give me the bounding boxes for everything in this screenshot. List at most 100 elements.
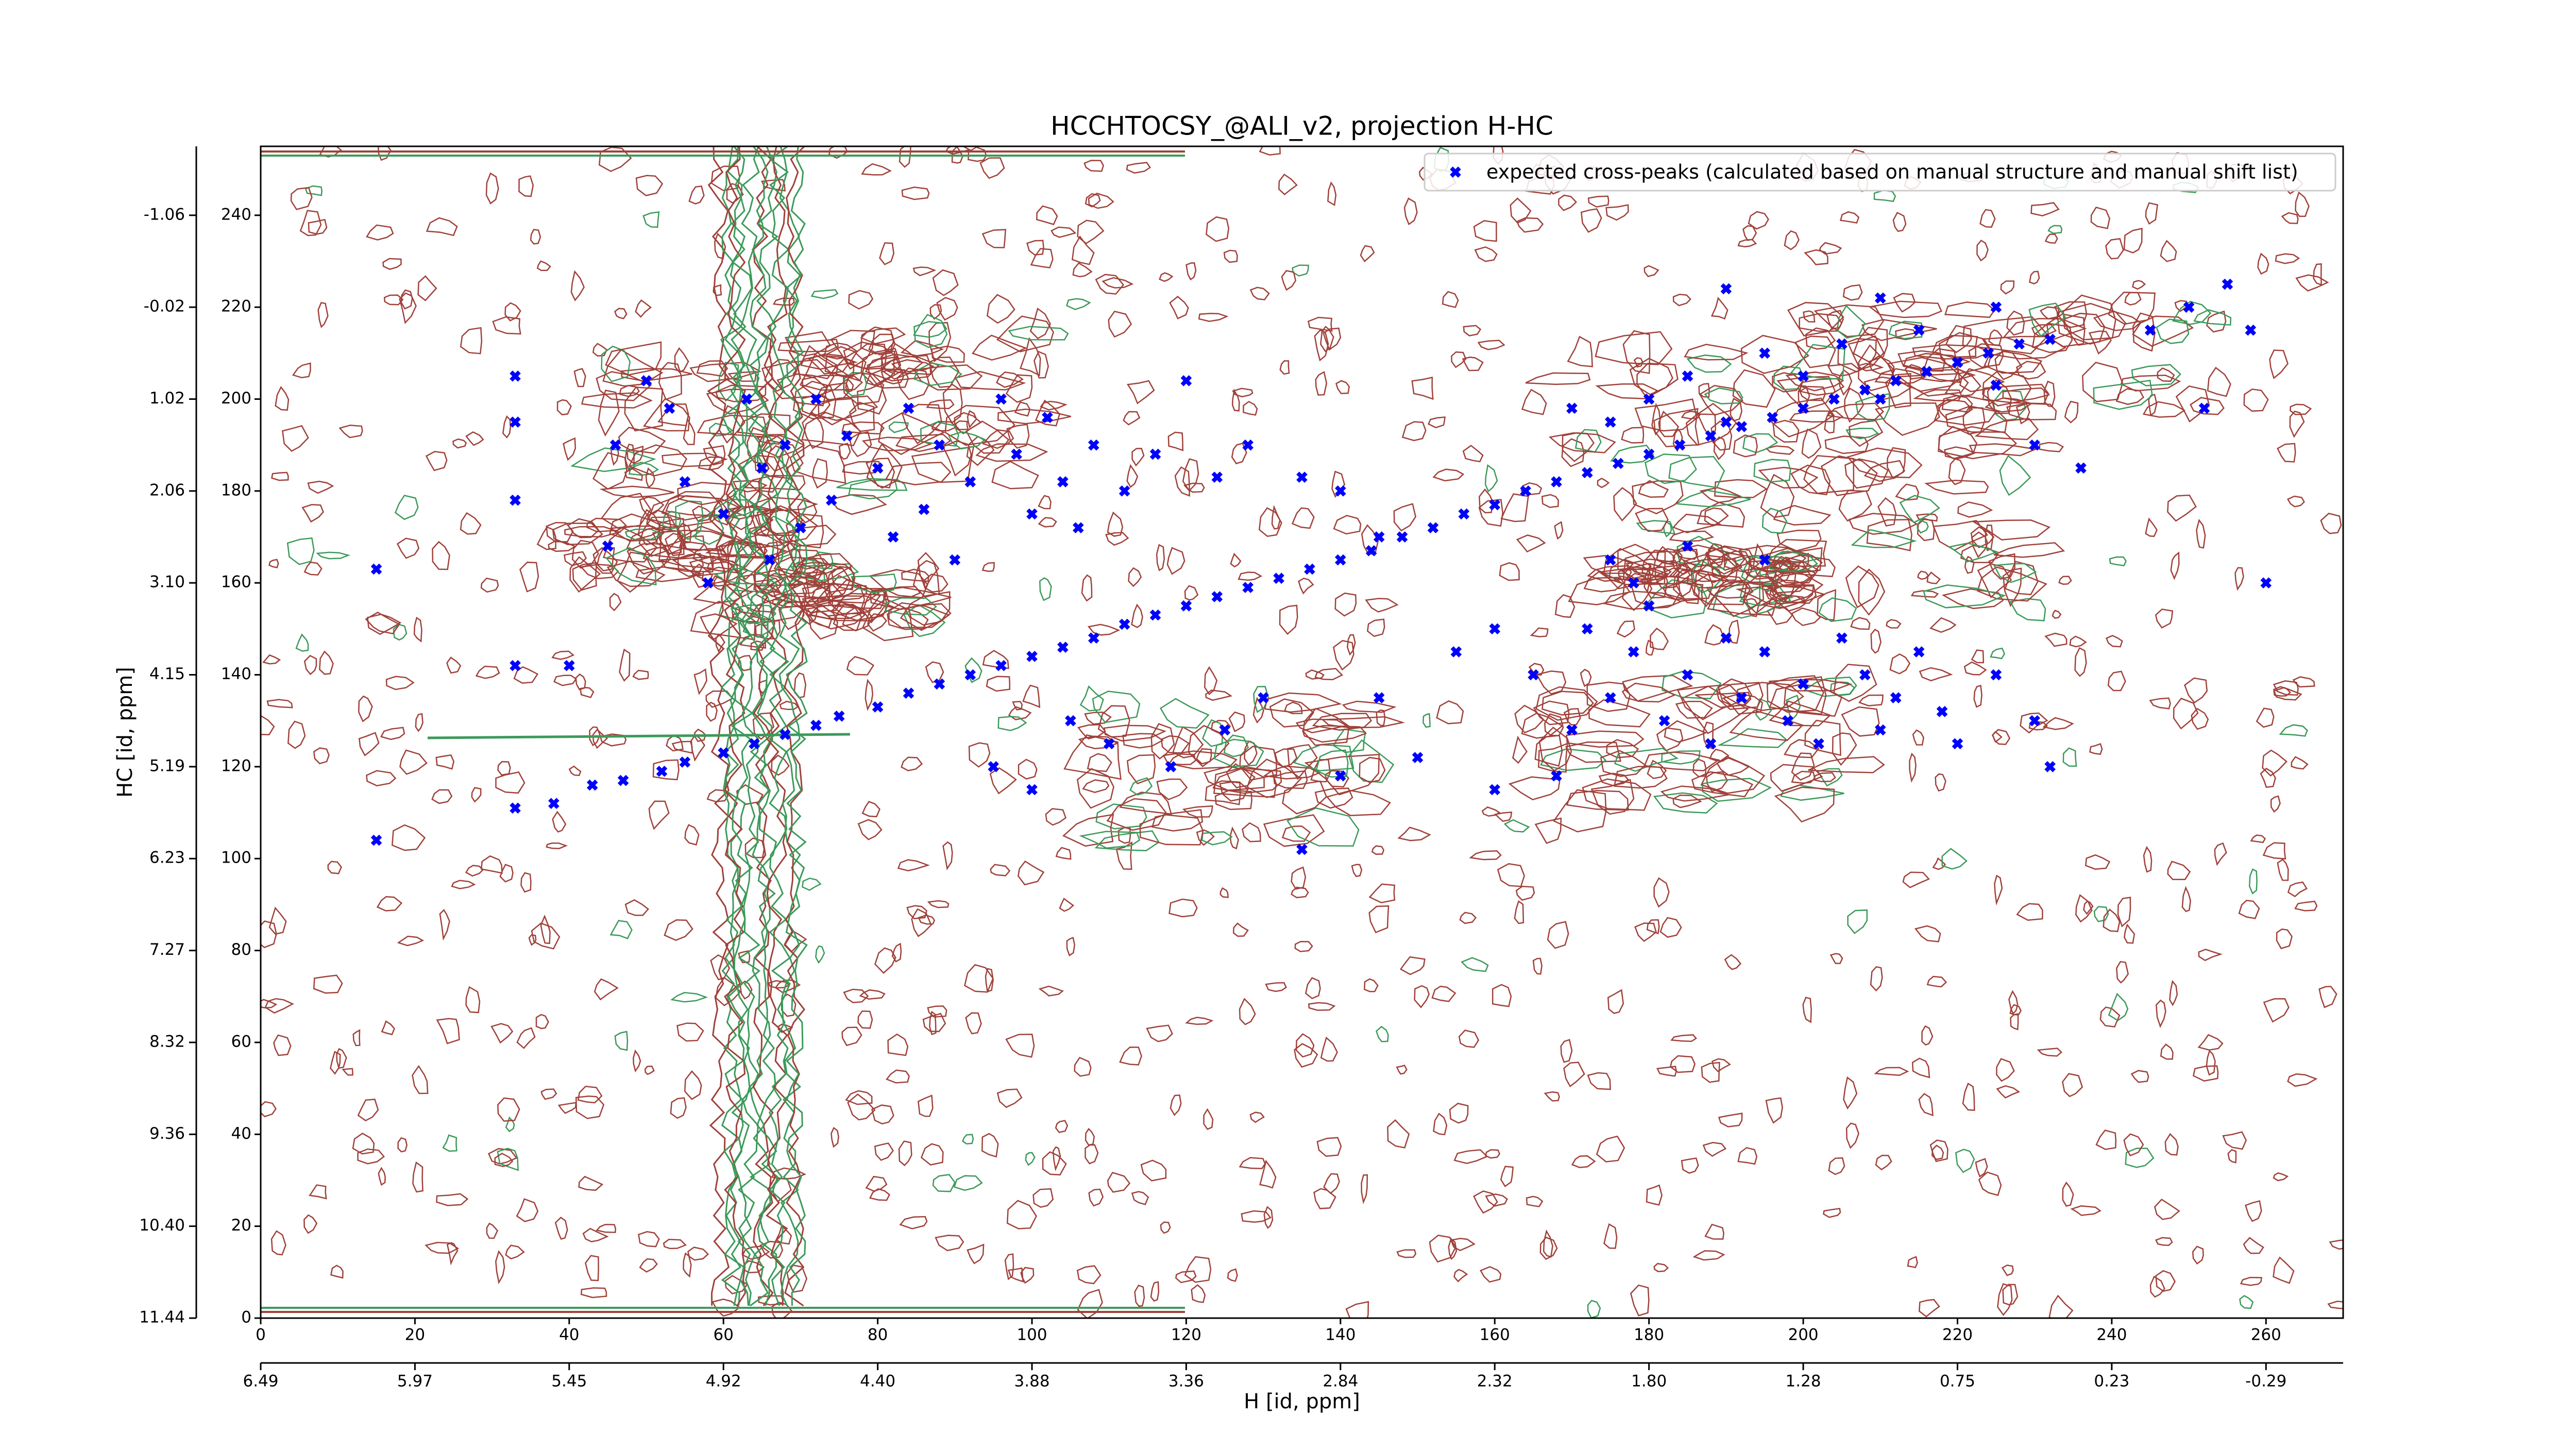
contour — [1912, 729, 1925, 746]
contour — [684, 824, 700, 846]
contour — [273, 1034, 292, 1056]
contour — [2295, 191, 2310, 217]
cross-peak — [1782, 715, 1793, 727]
contour — [1414, 985, 1430, 1008]
contour — [724, 146, 747, 1306]
contour — [327, 861, 342, 874]
contour — [1119, 791, 1172, 815]
contour — [292, 362, 311, 379]
contour — [842, 606, 874, 632]
contour — [1294, 940, 1313, 952]
contour — [1685, 413, 1717, 446]
contour — [1448, 1237, 1458, 1260]
contour — [1205, 780, 1241, 805]
cross-peak — [1088, 439, 1099, 451]
contour — [1278, 173, 1298, 195]
contour — [761, 434, 806, 458]
contour — [1006, 424, 1030, 449]
y2-tick-label: 11.44 — [139, 1308, 185, 1327]
contour — [1295, 718, 1349, 734]
contour — [1367, 618, 1385, 637]
contour — [451, 880, 476, 889]
contour — [1910, 590, 1939, 598]
contour — [1479, 488, 1494, 514]
cross-peak — [1890, 692, 1902, 703]
contour — [2084, 854, 2111, 870]
contour — [785, 146, 808, 1306]
contour — [661, 491, 722, 521]
contour — [2062, 1181, 2074, 1207]
contour — [1718, 1113, 1743, 1127]
contour — [578, 1175, 604, 1191]
contour — [1185, 262, 1197, 281]
contour — [662, 452, 728, 467]
contour — [901, 403, 942, 445]
contour — [936, 297, 958, 321]
contour — [913, 321, 948, 348]
cross-peak — [679, 756, 691, 768]
contour — [1653, 792, 1718, 814]
contour — [1748, 211, 1769, 230]
contour — [932, 269, 959, 296]
contour — [663, 1239, 687, 1250]
contour — [807, 353, 850, 375]
contour — [1935, 773, 1946, 792]
contour — [912, 560, 940, 598]
contour — [1347, 634, 1356, 656]
contour — [2227, 1149, 2237, 1164]
cross-peak — [1952, 357, 1963, 368]
contour — [1917, 570, 1929, 580]
contour — [922, 1013, 946, 1033]
x2-tick-label: 5.45 — [551, 1372, 587, 1391]
contour — [2117, 897, 2131, 928]
contour — [1196, 829, 1215, 846]
contour — [800, 353, 852, 397]
contour — [867, 356, 903, 386]
contour — [713, 284, 722, 296]
contour — [961, 1134, 974, 1144]
contour — [1159, 272, 1174, 282]
contour — [845, 378, 854, 393]
contour — [618, 427, 666, 454]
contour — [1646, 639, 1654, 656]
contour — [865, 1175, 888, 1192]
contour — [1238, 571, 1263, 581]
contour — [1676, 684, 1745, 720]
cross-peak — [370, 834, 382, 846]
contour — [598, 390, 620, 437]
contour — [774, 979, 801, 993]
contour — [677, 482, 737, 506]
contour — [2031, 324, 2057, 338]
cross-peak — [1042, 412, 1053, 423]
contour — [831, 1126, 839, 1148]
contour — [759, 1240, 784, 1259]
contour — [744, 837, 765, 858]
contour — [732, 480, 768, 493]
contour — [446, 656, 462, 674]
cross-peak — [1798, 678, 1809, 690]
contour — [282, 425, 309, 452]
y-tick-label: 60 — [231, 1032, 251, 1051]
contour — [985, 968, 994, 993]
contour — [436, 1193, 469, 1206]
contour — [690, 734, 706, 762]
contour — [1843, 1076, 1858, 1110]
x-tick-label: 140 — [1325, 1326, 1355, 1344]
cross-peak — [1520, 485, 1531, 497]
contour — [546, 521, 574, 543]
cross-peak — [640, 375, 652, 386]
contour — [1870, 628, 1882, 654]
contour — [1804, 719, 1841, 756]
cross-peak — [1913, 646, 1925, 658]
cross-peak — [1913, 324, 1925, 336]
contour — [965, 420, 1010, 454]
cross-peak — [1149, 448, 1161, 460]
contour — [1728, 619, 1740, 644]
contour — [2290, 403, 2312, 415]
contour — [1397, 827, 1431, 841]
contour — [316, 551, 350, 560]
cross-peak — [602, 541, 614, 552]
contour — [352, 1133, 375, 1155]
contour — [1500, 493, 1529, 523]
contour — [1955, 1149, 1975, 1173]
